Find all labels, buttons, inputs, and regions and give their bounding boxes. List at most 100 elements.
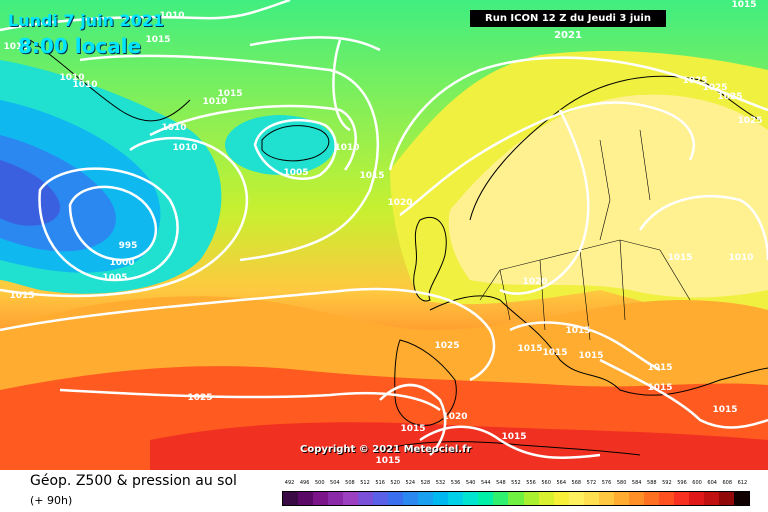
scale-swatch xyxy=(313,492,329,505)
isobar-line xyxy=(599,358,768,429)
isobar-line xyxy=(0,0,291,32)
isobar-label: 1010 xyxy=(161,123,186,133)
isobar-label: 1005 xyxy=(102,273,127,283)
scale-swatch xyxy=(553,492,569,505)
isobar-label: 1010 xyxy=(728,253,753,263)
isobar-line xyxy=(149,104,357,171)
scale-swatch xyxy=(508,492,524,505)
scale-swatch xyxy=(343,492,359,505)
scale-label: 496 xyxy=(299,480,310,486)
scale-label: 564 xyxy=(556,480,566,486)
isobar-label: 1015 xyxy=(542,348,567,358)
scale-swatch xyxy=(448,492,464,505)
scale-label: 492 xyxy=(284,480,295,486)
scale-label: 600 xyxy=(692,480,702,486)
scale-swatch xyxy=(643,492,659,505)
scale-swatch xyxy=(568,492,584,505)
isobar-line xyxy=(79,54,379,262)
isobar-label: 1020 xyxy=(387,198,412,208)
scale-swatch xyxy=(628,492,644,505)
scale-label: 552 xyxy=(511,480,521,486)
forecast-date: Lundi 7 juin 2021 xyxy=(8,11,165,30)
isobar-line xyxy=(253,118,337,180)
scale-swatch xyxy=(718,492,734,505)
scale-swatch xyxy=(463,492,479,505)
isobar-label: 1025 xyxy=(702,83,727,93)
scale-label: 604 xyxy=(707,480,717,486)
isobar-label: 1015 xyxy=(400,424,425,434)
scale-label: 568 xyxy=(571,480,582,486)
isobar-label: 1005 xyxy=(283,168,308,178)
field-zone-dark-blue xyxy=(0,160,61,226)
isobar-label: 1015 xyxy=(712,405,737,415)
scale-label: 508 xyxy=(345,480,355,486)
isobar-label: 1015 xyxy=(731,0,756,10)
scale-label: 592 xyxy=(662,480,672,486)
isobar-label: 1025 xyxy=(717,92,742,102)
scale-label: 580 xyxy=(616,480,627,486)
isobar-label: 1020 xyxy=(522,277,547,287)
scale-label: 532 xyxy=(435,480,446,486)
africa-coast xyxy=(379,441,641,456)
scale-swatch xyxy=(583,492,599,505)
isobar-label: 1015 xyxy=(578,351,603,361)
scale-swatch xyxy=(283,492,299,505)
isobar-label: 1015 xyxy=(501,432,526,442)
iberia-coast xyxy=(394,339,457,426)
scale-swatch xyxy=(298,492,314,505)
scale-swatch xyxy=(523,492,539,505)
scale-label: 548 xyxy=(496,480,506,486)
scale-swatches xyxy=(282,491,750,506)
scale-label: 612 xyxy=(737,480,748,486)
isobar-line xyxy=(399,101,695,216)
scale-label: 504 xyxy=(330,480,340,486)
isobar-label: 995 xyxy=(119,241,138,251)
isobar-label: 1015 xyxy=(375,456,400,466)
isobar-label: 1010 xyxy=(159,11,184,21)
scale-label: 516 xyxy=(375,480,385,486)
scale-swatch xyxy=(328,492,344,505)
scale-label: 560 xyxy=(541,480,551,486)
scale-swatch xyxy=(703,492,719,505)
isobar-label: 1015 xyxy=(667,253,692,263)
scale-label: 520 xyxy=(390,480,400,486)
copyright: Copyright © 2021 Meteociel.fr xyxy=(300,444,472,455)
scale-swatch xyxy=(478,492,494,505)
isobar-label: 1015 xyxy=(145,35,170,45)
field-zone-pale-yellow xyxy=(448,94,768,298)
scale-swatch xyxy=(733,492,749,505)
isobar-label: 1010 xyxy=(72,80,97,90)
scale-label: 608 xyxy=(722,480,733,486)
scale-swatch xyxy=(613,492,629,505)
scale-labels: 492 496 500 504 508 512 516 520 524 528 532 536 540 5… xyxy=(282,480,750,490)
isobar-line xyxy=(38,167,179,282)
isobar-line xyxy=(0,136,249,298)
isobar-label: 1010 xyxy=(202,97,227,107)
isobar-label: 1015 xyxy=(217,89,242,99)
scale-swatch xyxy=(373,492,389,505)
scale-swatch xyxy=(493,492,509,505)
field-zone-deep-red xyxy=(150,422,768,470)
isobar-line xyxy=(388,56,768,171)
scale-label: 524 xyxy=(405,480,416,486)
scale-label: 544 xyxy=(480,480,491,486)
scale-swatch xyxy=(598,492,614,505)
isobar-label: 1015 xyxy=(359,171,384,181)
isobar-line xyxy=(638,195,768,261)
scale-label: 576 xyxy=(601,480,612,486)
legend-subtitle: (+ 90h) xyxy=(30,494,73,507)
uk-coast xyxy=(413,217,447,302)
scale-swatch xyxy=(688,492,704,505)
scale-swatch xyxy=(658,492,674,505)
scandinavia-coast xyxy=(469,75,761,221)
isobar-label: 1010 xyxy=(172,143,197,153)
isobar-label: 1010 xyxy=(3,42,28,52)
isobar-label: 1015 xyxy=(647,363,672,373)
isobar-label: 1015 xyxy=(9,291,34,301)
isobar-label: 1015 xyxy=(647,383,672,393)
scale-label: 584 xyxy=(631,480,642,486)
scale-swatch xyxy=(673,492,689,505)
isobar-line xyxy=(379,383,447,456)
greenland-coast xyxy=(29,39,191,122)
